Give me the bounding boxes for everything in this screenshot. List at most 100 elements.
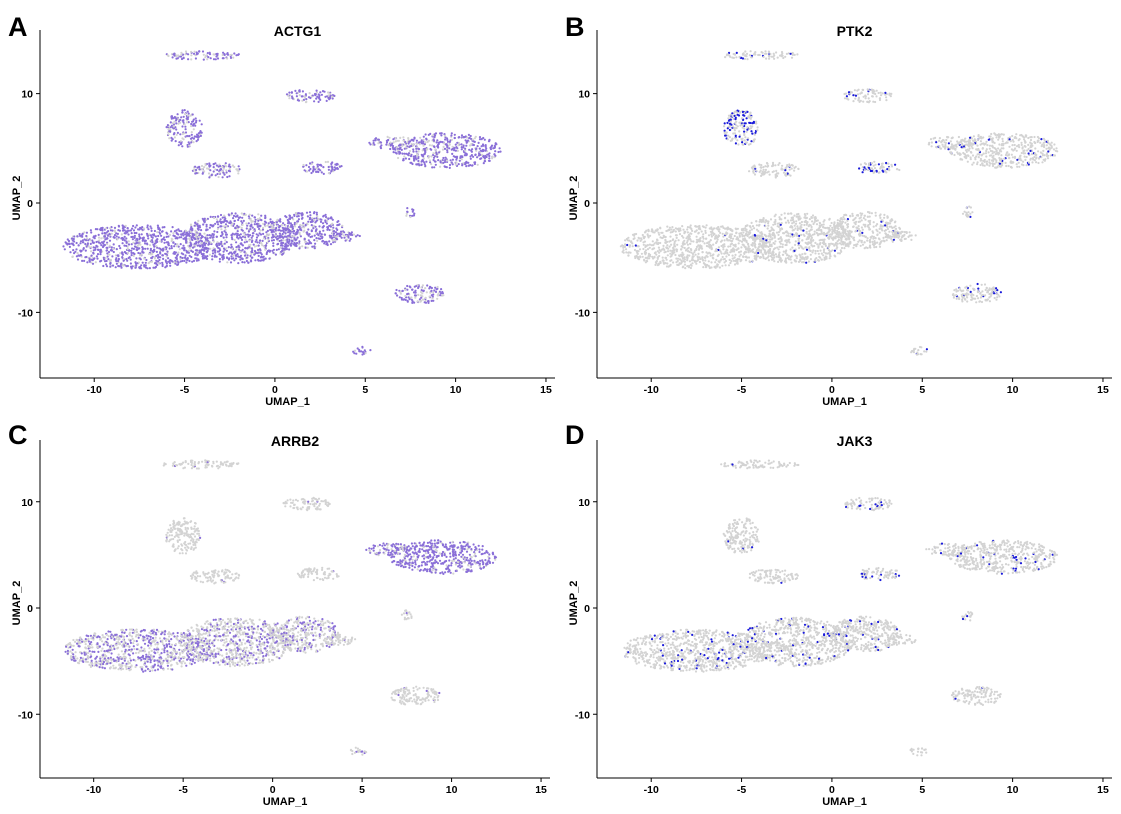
cell-point [845,232,848,236]
expressed-cell-point [453,149,456,152]
expressed-cell-point [805,261,808,264]
expressed-cell-point [266,229,269,232]
expressed-cell-point [415,147,418,150]
expressed-cell-point [174,237,177,240]
expressed-cell-point [83,259,86,262]
cell-point [619,245,623,248]
expressed-cell-point [208,162,211,165]
expressed-cell-point [198,166,201,169]
cell-point [441,148,445,151]
expressed-cell-point [281,249,284,252]
cell-point [193,50,196,53]
expressed-cell-point [274,253,277,256]
expressed-cell-point [156,256,160,259]
expressed-cell-point [99,260,102,263]
expressed-cell-point [480,145,483,148]
cell-point [718,228,721,231]
expressed-cell-point [112,243,115,246]
expressed-cell-point [214,174,217,177]
cell-point [746,234,749,238]
expressed-cell-point [488,159,491,162]
cell-point [885,239,888,242]
cell-point [861,228,864,231]
expressed-cell-point [483,160,486,163]
cell-point [664,256,667,259]
expressed-cell-point [283,227,286,230]
expressed-cell-point [441,290,444,294]
expressed-cell-point [192,124,195,127]
expressed-cell-point [336,224,339,227]
cell-point [868,228,871,231]
cell-point [754,251,757,254]
cell-point [345,235,348,238]
expressed-cell-point [264,244,267,247]
expressed-cell-point [84,249,87,252]
cell-point [83,231,86,234]
cell-point [750,228,754,231]
cell-point [708,240,711,243]
expressed-cell-point [92,241,95,244]
cell-point [855,226,858,229]
expressed-cell-point [123,235,126,238]
expressed-cell-point [191,113,194,116]
expressed-cell-point [277,242,280,245]
cell-point [755,220,758,223]
cell-point [846,219,849,222]
expressed-cell-point [68,245,71,248]
expressed-cell-point [151,241,154,244]
cell-point [709,230,713,233]
expressed-cell-point [253,228,256,231]
cell-point [702,266,705,269]
expressed-cell-point [106,252,109,255]
expressed-cell-point [296,231,299,234]
cell-point [849,241,852,244]
cell-point [697,258,700,261]
cell-point [727,264,731,267]
cell-point [881,219,884,222]
expressed-cell-point [238,234,241,237]
expressed-cell-point [199,134,202,137]
cell-point [853,239,856,242]
expressed-cell-point [458,159,461,162]
cell-point [772,234,775,237]
cell-point [399,292,402,295]
cell-point [299,223,302,227]
cell-point [836,252,840,255]
expressed-cell-point [94,234,97,237]
expressed-cell-point [343,236,346,239]
expressed-cell-point [374,137,378,140]
expressed-cell-point [121,251,124,254]
expressed-cell-point [207,247,210,250]
cell-point [883,213,886,216]
expressed-cell-point [168,247,171,250]
expressed-cell-point [138,247,141,250]
expressed-cell-point [257,259,260,262]
cell-point [758,243,761,246]
cell-point [762,257,765,260]
cell-point [743,251,746,255]
cell-point [745,230,748,233]
cell-point [752,238,755,241]
expressed-cell-point [133,236,136,239]
cell-point [806,256,809,259]
expressed-cell-point [289,216,292,219]
expressed-cell-point [132,224,135,228]
cell-point [148,261,151,264]
expressed-cell-point [195,259,198,262]
expressed-cell-point [330,162,333,166]
cell-point [784,221,788,224]
cell-point [213,216,216,220]
x-tick-label: 0 [272,384,278,396]
expressed-cell-point [457,163,460,166]
expressed-cell-point [175,254,179,257]
expressed-cell-point [155,239,158,243]
cell-point [203,170,206,173]
cell-point [797,237,800,240]
cell-point [803,252,806,255]
expressed-cell-point [201,257,205,260]
cell-point [792,228,795,232]
expressed-cell-point [240,236,243,239]
expressed-cell-point [417,285,420,288]
expressed-cell-point [417,163,420,166]
cell-point [276,219,279,222]
